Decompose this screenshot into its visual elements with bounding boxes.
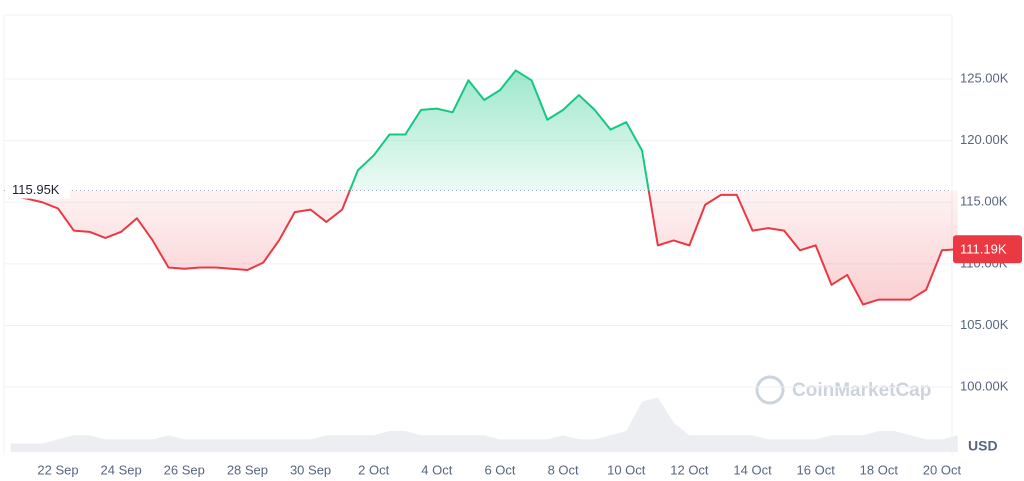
currency-label: USD: [968, 438, 998, 454]
y-tick-label: 120.00K: [960, 132, 1009, 147]
y-tick-label: 125.00K: [960, 70, 1009, 85]
x-tick-label: 18 Oct: [860, 462, 899, 477]
x-tick-label: 16 Oct: [797, 462, 836, 477]
last-price-label: 111.19K: [960, 242, 1007, 257]
y-tick-label: 105.00K: [960, 317, 1009, 332]
x-tick-label: 30 Sep: [290, 462, 331, 477]
volume-area: [10, 397, 958, 452]
x-tick-label: 2 Oct: [358, 462, 389, 477]
y-tick-label: 100.00K: [960, 378, 1009, 393]
baseline-label: 115.95K: [12, 182, 60, 197]
x-tick-label: 10 Oct: [607, 462, 646, 477]
x-tick-label: 20 Oct: [923, 462, 962, 477]
last-price-box: [953, 235, 1022, 264]
price-line: [10, 69, 958, 306]
x-tick-label: 24 Sep: [101, 462, 142, 477]
baseline-label-bg: [8, 180, 70, 199]
x-tick-label: 28 Sep: [227, 462, 268, 477]
x-tick-label: 4 Oct: [421, 462, 452, 477]
x-tick-label: 6 Oct: [484, 462, 515, 477]
x-tick-label: 8 Oct: [548, 462, 579, 477]
x-tick-label: 22 Sep: [37, 462, 78, 477]
price-area: [10, 70, 958, 305]
watermark: CoinMarketCap: [755, 375, 931, 405]
x-tick-label: 26 Sep: [164, 462, 205, 477]
x-tick-label: 12 Oct: [670, 462, 709, 477]
y-tick-label: 115.00K: [960, 194, 1008, 209]
watermark-text: CoinMarketCap: [792, 380, 931, 401]
x-tick-label: 14 Oct: [733, 462, 772, 477]
